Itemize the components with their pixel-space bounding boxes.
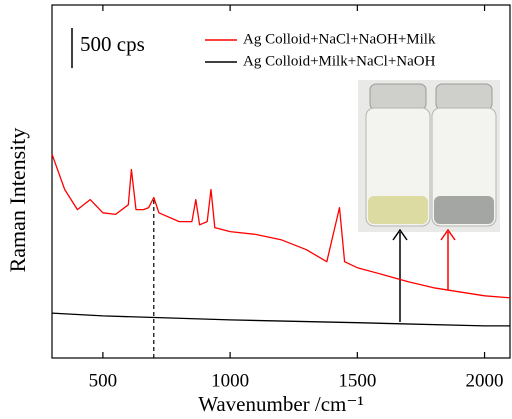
series-line <box>51 312 510 327</box>
plot-frame <box>51 4 511 359</box>
liquid-grey <box>434 196 494 224</box>
legend-label: Ag Colloid+Milk+NaCl+NaOH <box>243 53 436 69</box>
x-tick-label: 1500 <box>338 370 376 391</box>
y-axis-label: Raman Intensity <box>5 128 30 273</box>
scale-bar-label: 500 cps <box>80 32 145 56</box>
arrow-head <box>440 228 456 241</box>
series-line <box>51 153 511 299</box>
arrows <box>392 228 456 322</box>
vial-cap <box>369 83 427 111</box>
x-tick-label: 1000 <box>211 370 249 391</box>
vial-photo <box>358 80 500 232</box>
legend-label: Ag Colloid+NaCl+NaOH+Milk <box>243 31 436 47</box>
vial-cap <box>435 83 493 111</box>
x-tick-label: 500 <box>89 370 118 391</box>
liquid-yellow <box>368 196 428 224</box>
arrow-head <box>392 228 408 241</box>
x-tick-label: 2000 <box>466 370 504 391</box>
x-axis-label: Wavenumber /cm⁻¹ <box>198 392 364 416</box>
